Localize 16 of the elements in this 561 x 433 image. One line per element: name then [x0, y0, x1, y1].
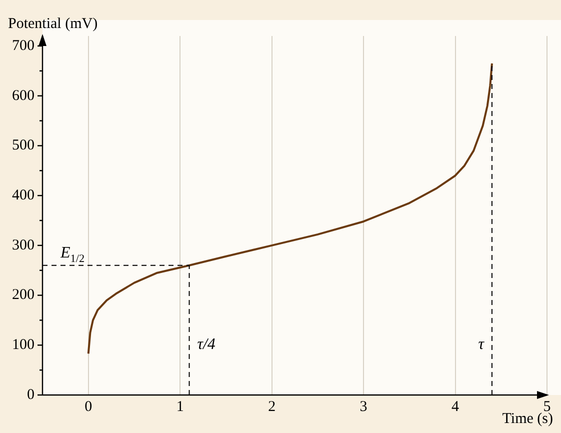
- y-tick-label: 300: [12, 237, 34, 254]
- y-tick-label: 500: [12, 138, 34, 154]
- ref-line-label: τ/4: [197, 336, 216, 353]
- x-tick-label: 4: [452, 398, 460, 415]
- y-tick-label: 100: [12, 337, 34, 354]
- y-tick-label: 600: [12, 88, 34, 104]
- y-tick-label: 200: [12, 287, 34, 304]
- y-tick-label: 700: [12, 38, 34, 54]
- y-tick-label: 0: [27, 386, 34, 403]
- ref-line-label: τ: [478, 336, 486, 353]
- y-tick-label: 400: [12, 187, 34, 204]
- x-tick-label: 0: [84, 398, 92, 415]
- x-tick-label: 2: [268, 398, 276, 415]
- y-axis-title: Potential (mV): [8, 16, 98, 32]
- x-tick-label: 3: [360, 398, 368, 415]
- x-tick-label: 1: [176, 398, 184, 415]
